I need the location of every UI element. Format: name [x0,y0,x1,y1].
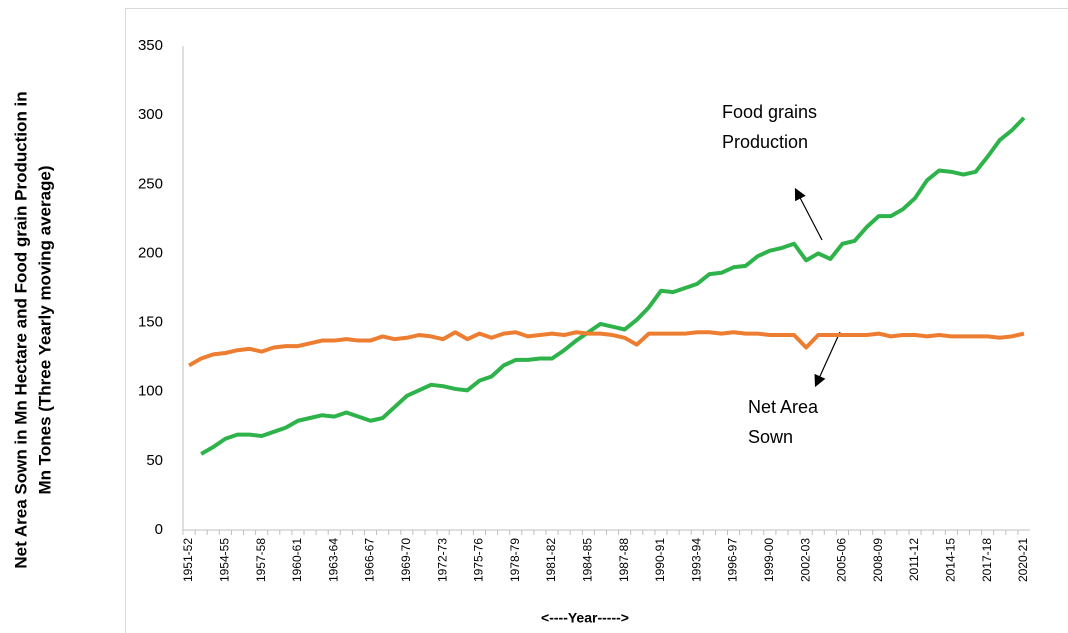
x-tick-group: 2002-03 [798,538,812,582]
x-tick-group: 2008-09 [871,538,885,582]
x-tick-group: 1990-91 [653,538,667,582]
x-tick-group: 1975-76 [472,538,486,582]
x-tick-label: 1963-64 [326,538,340,582]
y-tick-label: 250 [138,175,163,192]
x-tick-label: 2017-18 [980,538,994,582]
x-tick-group: 1957-58 [254,538,268,582]
y-tick-label: 100 [138,383,163,400]
annotation-arrow [794,187,823,241]
x-tick-label: 2002-03 [798,538,812,582]
y-label-line: Net Area Sown in Mn Hectare and Food gra… [11,91,30,568]
annotation: Production [722,132,808,152]
x-tick-group: 1993-94 [689,538,703,582]
x-tick-label: 1966-67 [363,538,377,582]
x-tick-group: 2020-21 [1016,538,1030,582]
x-tick-label: 1987-88 [617,538,631,582]
annotation: Sown [748,427,793,447]
y-tick-label: 150 [138,314,163,331]
x-tick-label: 1969-70 [399,538,413,582]
x-tick-group: 1978-79 [508,538,522,582]
x-tick-label: 2014-15 [944,538,958,582]
x-tick-group: 1960-61 [290,538,304,582]
x-tick-group: 2011-12 [907,538,921,581]
x-tick-label: 1984-85 [581,538,595,582]
x-tick-label: 2020-21 [1016,538,1030,582]
x-tick-label: 1960-61 [290,538,304,582]
x-tick-group: 1966-67 [363,538,377,582]
data-line [200,116,1026,456]
x-tick-label: 2008-09 [871,538,885,582]
x-tick-group: 1984-85 [581,538,595,582]
x-tick-group: 2005-06 [835,538,849,582]
x-tick-group: 1981-82 [544,538,558,582]
y-axis-title: Net Area Sown in Mn Hectare and Food gra… [11,91,54,568]
x-tick-label: 1975-76 [472,538,486,582]
x-tick-label: 1954-55 [218,538,232,582]
annotation-arrow [814,331,841,388]
data-line [188,330,1025,368]
x-tick-group: 1954-55 [218,538,232,582]
x-tick-label: 1957-58 [254,538,268,582]
x-tick-group: 1951-52 [181,538,195,582]
x-tick-group: 1999-00 [762,538,776,582]
x-tick-label: 1999-00 [762,538,776,582]
x-tick-group: 1963-64 [326,538,340,582]
x-tick-group: 1996-97 [726,538,740,582]
annotation: Net Area [748,397,819,417]
y-tick-label: 200 [138,244,163,261]
y-label-line: Mn Tones (Three Yearly moving average) [35,165,54,494]
x-tick-label: 1993-94 [689,538,703,582]
y-tick-label: 0 [155,521,163,538]
x-tick-label: 1951-52 [181,538,195,582]
x-tick-group: 2017-18 [980,538,994,582]
x-tick-label: 1978-79 [508,538,522,582]
x-tick-group: 1969-70 [399,538,413,582]
x-tick-group: 1972-73 [435,538,449,582]
x-tick-group: 2014-15 [944,538,958,582]
x-tick-label: 1972-73 [435,538,449,582]
y-tick-label: 50 [146,452,163,469]
x-tick-label: 2005-06 [835,538,849,582]
x-tick-label: 1981-82 [544,538,558,582]
x-tick-label: 2011-12 [907,538,921,581]
y-tick-label: 350 [138,37,163,54]
annotation: Food grains [722,102,817,122]
x-tick-label: 1996-97 [726,538,740,582]
y-tick-label: 300 [138,106,163,123]
x-tick-group: 1987-88 [617,538,631,582]
x-tick-label: 1990-91 [653,538,667,582]
x-axis-title: <----Year-----> [541,610,629,626]
chart-frame [125,8,1068,633]
